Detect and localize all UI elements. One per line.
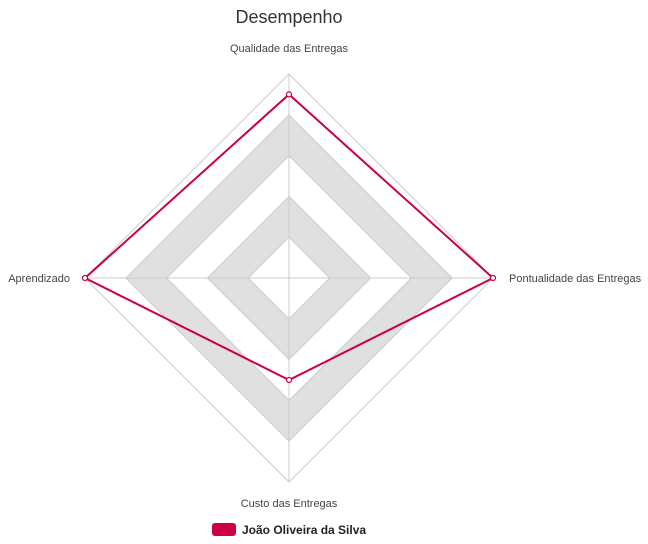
- legend-swatch[interactable]: [212, 523, 236, 536]
- series-point-0-1[interactable]: [489, 274, 497, 282]
- series-point-0-0[interactable]: [285, 91, 293, 98]
- chart-title: Desempenho: [235, 7, 342, 27]
- legend-label[interactable]: João Oliveira da Silva: [242, 523, 366, 537]
- axis-labels: Qualidade das Entregas Pontualidade das E…: [8, 43, 641, 510]
- axis-label-1: Pontualidade das Entregas: [509, 273, 642, 285]
- series-point-0-2[interactable]: [285, 376, 293, 384]
- series-point-0-3[interactable]: [81, 274, 89, 282]
- legend[interactable]: João Oliveira da Silva: [212, 523, 366, 537]
- axis-label-2: Custo das Entregas: [241, 498, 338, 510]
- radar-series: [81, 91, 497, 384]
- axis-label-0: Qualidade das Entregas: [230, 43, 349, 55]
- radar-spokes: [85, 74, 493, 482]
- axis-label-3: Aprendizado: [8, 273, 70, 285]
